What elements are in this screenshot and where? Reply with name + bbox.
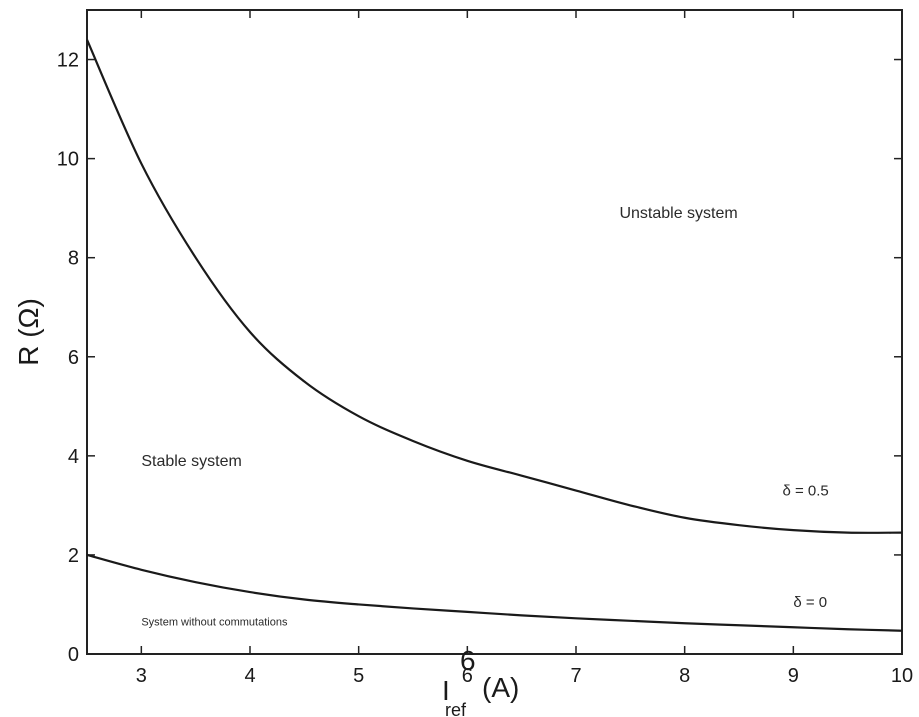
- annotation-3: δ = 0.5: [782, 482, 828, 499]
- y-tick-label: 6: [68, 347, 79, 369]
- x-tick-label: 5: [353, 665, 364, 687]
- x-tick-label: 3: [136, 665, 147, 687]
- y-tick-label: 8: [68, 248, 79, 270]
- series-layer: [85, 39, 903, 632]
- y-tick-label: 4: [68, 446, 79, 468]
- series-line-0: [85, 39, 903, 534]
- y-tick-label: 0: [68, 644, 79, 666]
- x-axis-label: I: [442, 675, 450, 706]
- annotation-0: Unstable system: [619, 205, 737, 222]
- x-tick-label: 7: [570, 665, 581, 687]
- y-tick-label: 12: [57, 50, 79, 72]
- x-tick-label: 10: [891, 665, 913, 687]
- x-axis-subscript: ref: [445, 700, 467, 717]
- series-line-1: [86, 553, 903, 632]
- x-tick-label: 8: [679, 665, 690, 687]
- x-axis-label-stray-digit: 6: [460, 645, 476, 676]
- annotation-4: δ = 0: [793, 594, 827, 611]
- y-axis-ticks: 0 2 4 6 8 10 12: [57, 50, 902, 666]
- annotation-1: Stable system: [141, 453, 241, 470]
- y-axis-label: R (Ω): [13, 298, 44, 366]
- y-tick-label: 10: [57, 149, 79, 171]
- plot-frame: [86, 9, 903, 655]
- x-axis-ticks: 3 4 5 6 7 8 9 10: [136, 10, 913, 687]
- y-tick-label: 2: [68, 545, 79, 567]
- x-axis-unit: (A): [482, 672, 519, 703]
- x-tick-label: 6: [462, 665, 473, 687]
- x-tick-label: 9: [788, 665, 799, 687]
- annotation-layer: Unstable system Stable system System witho…: [141, 205, 828, 628]
- annotation-2: System without commutations: [141, 616, 288, 628]
- x-tick-label: 4: [244, 665, 255, 687]
